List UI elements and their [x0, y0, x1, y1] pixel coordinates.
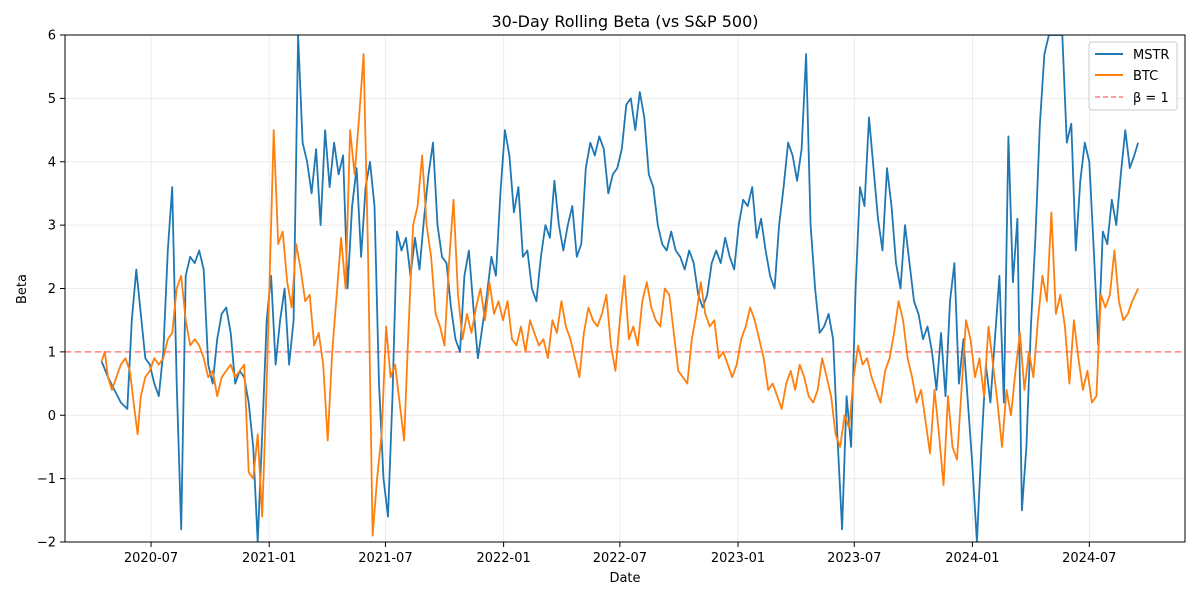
- x-tick-label: 2022-07: [593, 551, 647, 566]
- x-tick-label: 2022-01: [476, 551, 530, 566]
- x-tick-label: 2020-07: [124, 551, 178, 566]
- y-tick-label: 2: [48, 282, 56, 297]
- legend-box: [1088, 41, 1178, 111]
- x-tick-label: 2024-07: [1062, 551, 1116, 566]
- y-tick-label: 5: [48, 92, 56, 107]
- series-line-mstr: [100, 35, 1139, 542]
- legend-label-beta-one: β = 1: [1133, 91, 1169, 106]
- series-line-btc: [100, 53, 1139, 537]
- series-layer: [100, 35, 1139, 542]
- y-tick-label: 6: [48, 29, 56, 44]
- x-axis-label: Date: [609, 571, 640, 586]
- x-tick-label: 2024-01: [945, 551, 999, 566]
- x-tick-label: 2023-01: [711, 551, 765, 566]
- legend-label-mstr: MSTR: [1133, 48, 1169, 63]
- y-tick-label: 4: [48, 155, 56, 170]
- legend: MSTR BTC β = 1: [1088, 41, 1178, 111]
- y-tick-label: −2: [37, 536, 56, 551]
- x-tick-label: 2021-07: [358, 551, 412, 566]
- chart-title: 30-Day Rolling Beta (vs S&P 500): [492, 12, 759, 31]
- legend-label-btc: BTC: [1133, 69, 1158, 84]
- y-tick-label: 0: [48, 409, 56, 424]
- y-tick-label: 1: [48, 345, 56, 360]
- y-tick-label: 3: [48, 219, 56, 234]
- y-axis-label: Beta: [15, 274, 30, 304]
- y-axis-ticks: −2 −1 0 1 2 3 4 5 6: [37, 29, 65, 551]
- x-axis-ticks: 2020-07 2021-01 2021-07 2022-01 2022-07 2023-…: [124, 542, 1116, 566]
- x-tick-label: 2023-07: [827, 551, 881, 566]
- y-tick-label: −1: [37, 472, 56, 487]
- x-tick-label: 2021-01: [242, 551, 296, 566]
